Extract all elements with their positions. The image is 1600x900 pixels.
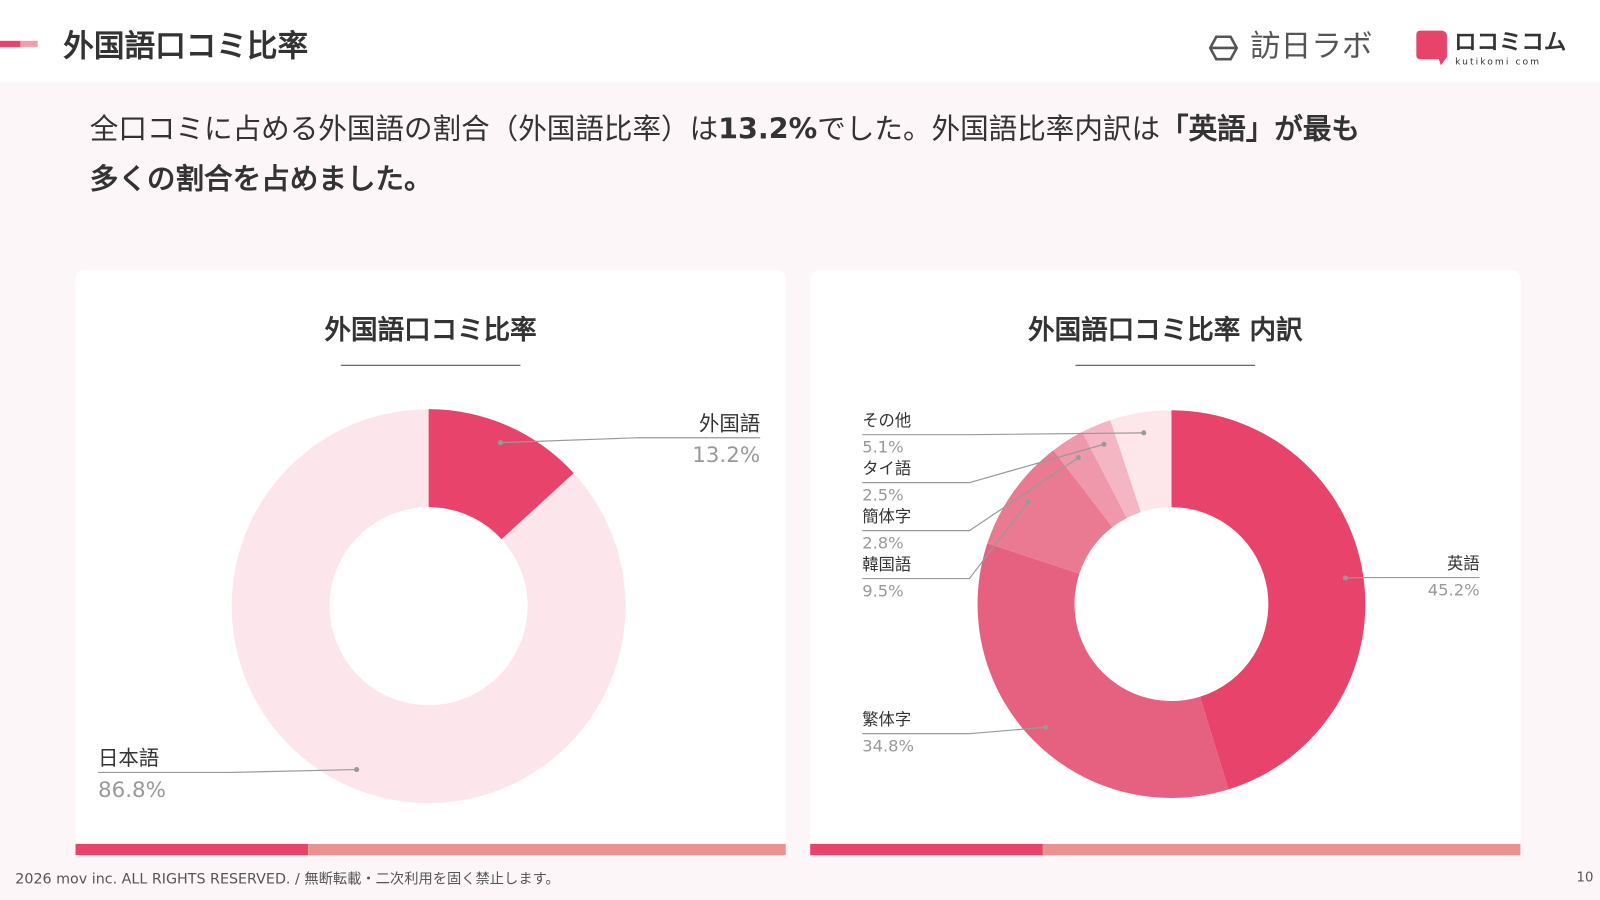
card-strip bbox=[1042, 843, 1521, 856]
summary-segment: 「英語」が最も bbox=[1160, 112, 1360, 146]
value-label: 2.5% bbox=[862, 485, 903, 504]
slice-label: タイ語 bbox=[862, 459, 911, 478]
logo-text: 訪日ラボ bbox=[1250, 29, 1372, 64]
summary-line: 全口コミに占める外国語の割合（外国語比率）は13.2%でした。外国語比率内訳は「… bbox=[90, 112, 1360, 146]
logo-subtext: kutikomi com bbox=[1455, 57, 1541, 68]
slice-label: その他 bbox=[862, 411, 911, 430]
chart-title: 外国語口コミ比率 bbox=[325, 315, 537, 346]
value-label: 45.2% bbox=[1428, 580, 1480, 599]
summary: 全口コミに占める外国語の割合（外国語比率）は13.2%でした。外国語比率内訳は「… bbox=[90, 112, 1360, 196]
summary-segment: でした。外国語比率内訳は bbox=[817, 112, 1160, 146]
summary-segment: 13.2% bbox=[718, 112, 817, 146]
leader-dot bbox=[1342, 575, 1349, 581]
leader-line bbox=[862, 443, 1105, 484]
leader-line bbox=[500, 437, 761, 444]
leader-dot bbox=[1141, 430, 1147, 436]
copyright: 2026 mov inc. ALL RIGHTS RESERVED. / 無断転… bbox=[15, 871, 559, 888]
value-label: 5.1% bbox=[862, 437, 903, 456]
summary-segment: 全口コミに占める外国語の割合（外国語比率）は bbox=[90, 112, 718, 146]
slice-label: 繁体字 bbox=[862, 710, 911, 729]
card-strip bbox=[75, 843, 309, 856]
leader-dot bbox=[497, 440, 504, 446]
leader-line bbox=[862, 726, 1046, 735]
logo-text: ロコミコム bbox=[1454, 29, 1566, 55]
donut-segment bbox=[1110, 410, 1172, 513]
header-bar bbox=[0, 0, 1600, 82]
card-strip bbox=[810, 843, 1043, 856]
slice-label: 日本語 bbox=[98, 746, 159, 770]
logo-icon bbox=[1208, 35, 1239, 61]
chart-title: 外国語口コミ比率 内訳 bbox=[1028, 315, 1303, 346]
slice-label: 簡体字 bbox=[862, 507, 911, 526]
leader-dot bbox=[1075, 455, 1081, 461]
value-label: 86.8% bbox=[98, 778, 166, 803]
donut-segment bbox=[987, 450, 1113, 574]
leader-line bbox=[97, 768, 357, 774]
header-accent bbox=[20, 40, 38, 47]
card bbox=[75, 270, 786, 856]
donut-segment bbox=[1171, 410, 1366, 790]
logo-icon bbox=[1416, 30, 1447, 66]
donut-segment bbox=[1082, 420, 1141, 519]
slice-label: 韓国語 bbox=[862, 555, 911, 574]
value-label: 34.8% bbox=[862, 736, 914, 755]
donut-segment bbox=[428, 409, 574, 540]
leader-line bbox=[862, 432, 1144, 436]
value-label: 2.8% bbox=[862, 533, 903, 552]
page-number: 10 bbox=[1577, 871, 1594, 886]
donut-segment bbox=[977, 543, 1229, 798]
leader-line bbox=[862, 501, 1029, 580]
leader-dot bbox=[354, 767, 360, 773]
leader-dot bbox=[1043, 724, 1049, 730]
leader-dot bbox=[1101, 441, 1107, 447]
card-strip bbox=[308, 843, 786, 856]
slice-label: 英語 bbox=[1447, 554, 1480, 573]
donut-segment bbox=[1053, 431, 1127, 528]
leader-dot bbox=[1025, 499, 1031, 505]
value-label: 9.5% bbox=[862, 581, 903, 600]
value-label: 13.2% bbox=[692, 443, 760, 468]
page-title: 外国語口コミ比率 bbox=[63, 28, 308, 64]
card bbox=[810, 270, 1521, 856]
leader-line bbox=[862, 457, 1079, 532]
summary-segment: 多くの割合を占めました。 bbox=[90, 162, 433, 196]
slice-label: 外国語 bbox=[699, 411, 760, 435]
header-accent bbox=[0, 40, 21, 47]
donut-segment bbox=[231, 409, 626, 804]
summary-line: 多くの割合を占めました。 bbox=[90, 162, 433, 196]
